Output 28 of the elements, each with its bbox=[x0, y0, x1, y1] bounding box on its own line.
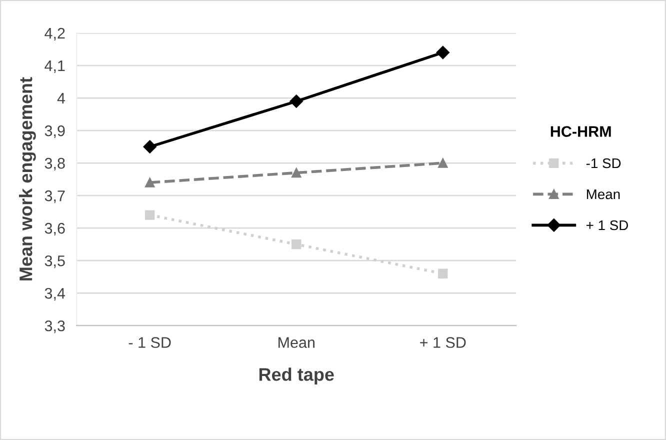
legend-label: + 1 SD bbox=[586, 220, 628, 230]
y-tick-label: 3,8 bbox=[44, 158, 65, 171]
legend-label: -1 SD bbox=[586, 158, 621, 168]
y-tick-label: 4 bbox=[57, 93, 66, 104]
point bbox=[290, 94, 303, 108]
legend-label: Mean bbox=[586, 189, 620, 200]
point bbox=[144, 210, 155, 220]
x-axis-title: Red tape bbox=[259, 368, 334, 384]
point bbox=[292, 239, 302, 250]
y-tick-label: 4,1 bbox=[44, 60, 65, 73]
point bbox=[292, 168, 302, 178]
y-tick-label: 3,3 bbox=[44, 320, 65, 334]
y-tick-label: 3,4 bbox=[44, 288, 66, 301]
point bbox=[144, 178, 155, 188]
point bbox=[438, 268, 448, 278]
point bbox=[438, 158, 448, 168]
y-tick-label: 3,9 bbox=[44, 125, 65, 138]
point bbox=[143, 140, 156, 154]
legend-title: HC-HRM bbox=[550, 126, 611, 137]
y-tick-label: 3,5 bbox=[44, 255, 65, 268]
y-tick-label: 3,6 bbox=[44, 222, 65, 236]
y-axis-title: Mean work engagement bbox=[19, 77, 36, 280]
point bbox=[436, 46, 450, 60]
x-tick-label: + 1 SD bbox=[420, 337, 466, 348]
y-tick-label: 4,2 bbox=[44, 28, 65, 40]
x-tick-label: - 1 SD bbox=[128, 337, 171, 348]
y-tick-label: 3,7 bbox=[44, 190, 65, 204]
x-tick-label: Mean bbox=[278, 337, 314, 348]
